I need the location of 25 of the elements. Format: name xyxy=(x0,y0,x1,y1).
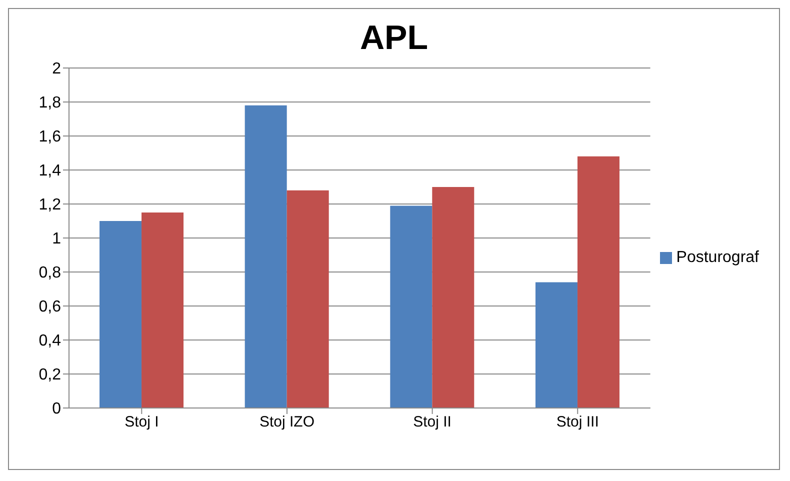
y-tick-label: 0 xyxy=(52,400,62,418)
y-tick-label: 1,2 xyxy=(38,196,62,214)
x-tick-label: Stoj IZO xyxy=(259,414,314,431)
y-tick-label: 1 xyxy=(52,230,62,248)
chart-title: APL xyxy=(359,19,429,58)
y-tick-label: 0,4 xyxy=(38,332,62,350)
bar xyxy=(390,206,432,408)
bar xyxy=(286,190,329,408)
y-tick-label: 1,8 xyxy=(38,94,62,112)
legend-label: Posturograf xyxy=(676,249,759,266)
bar xyxy=(244,105,287,408)
y-tick-label: 0,8 xyxy=(38,264,62,282)
y-tick-label: 1,6 xyxy=(38,128,62,146)
x-tick-label: Stoj II xyxy=(413,414,452,431)
bar xyxy=(432,187,474,408)
x-tick-label: Stoj III xyxy=(556,414,599,431)
bar xyxy=(577,156,620,408)
y-tick-label: 0,6 xyxy=(38,298,62,316)
y-tick-label: 0,2 xyxy=(38,366,62,384)
bar xyxy=(535,282,578,408)
y-tick-label: 1,4 xyxy=(38,162,62,180)
x-tick-label: Stoj I xyxy=(124,414,159,431)
bar xyxy=(142,212,184,408)
bar xyxy=(100,221,142,408)
y-tick-label: 2 xyxy=(52,60,62,78)
